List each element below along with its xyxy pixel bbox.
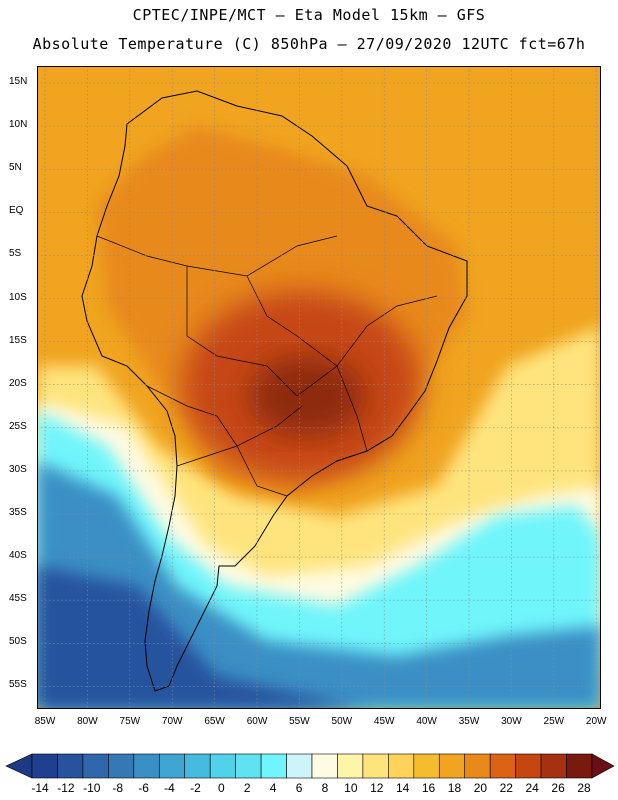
colorbar-swatch bbox=[362, 753, 389, 779]
colorbar-swatch bbox=[413, 753, 440, 779]
colorbar-swatch bbox=[57, 753, 84, 779]
colorbar-swatch bbox=[438, 753, 466, 779]
colorbar-tick-label: -8 bbox=[112, 781, 124, 795]
colorbar-swatch bbox=[489, 753, 516, 779]
colorbar-swatch bbox=[540, 753, 567, 779]
colorbar-swatch bbox=[108, 753, 135, 779]
colorbar-tick-label: -10 bbox=[83, 781, 101, 795]
colorbar-swatch bbox=[311, 753, 338, 779]
hottest-core-region bbox=[249, 356, 365, 436]
longitude-label: 75W bbox=[119, 716, 141, 727]
colorbar-swatch bbox=[133, 753, 160, 779]
latitude-label: 5N bbox=[9, 162, 22, 174]
latitude-label: 10N bbox=[9, 119, 28, 131]
colorbar-tick-label: -2 bbox=[190, 781, 201, 795]
colorbar-swatch bbox=[388, 753, 415, 779]
colorbar-tick-label: 10 bbox=[344, 781, 358, 795]
colorbar-swatch bbox=[82, 753, 109, 779]
temperature-band-deep-blue bbox=[37, 566, 367, 709]
longitude-label: 35W bbox=[458, 716, 480, 727]
colorbar-tick-label: -14 bbox=[31, 781, 49, 795]
latitude-label: 15N bbox=[9, 76, 28, 87]
colorbar-high-arrow bbox=[591, 753, 615, 779]
longitude-label: 25W bbox=[543, 716, 565, 727]
colorbar-swatch bbox=[260, 753, 287, 779]
temperature-map bbox=[37, 66, 601, 709]
colorbar-tick-label: 4 bbox=[269, 781, 277, 795]
latitude-label: 10S bbox=[9, 291, 27, 303]
colorbar-tick-label: 8 bbox=[321, 781, 329, 795]
latitude-label: 5S bbox=[9, 248, 22, 260]
colorbar-tick-label: -6 bbox=[138, 781, 149, 795]
colorbar-swatch bbox=[158, 753, 186, 779]
colorbar-swatch bbox=[515, 753, 542, 779]
colorbar-tick-label: 24 bbox=[525, 781, 539, 795]
colorbar-swatch bbox=[209, 753, 236, 779]
longitude-label: 65W bbox=[204, 716, 225, 727]
colorbar-swatch bbox=[31, 753, 58, 779]
colorbar-tick-label: 6 bbox=[295, 781, 303, 795]
colorbar-tick-label: 28 bbox=[577, 781, 591, 795]
latitude-label: 50S bbox=[9, 636, 27, 648]
colorbar-low-arrow bbox=[5, 753, 33, 779]
longitude-label: 60W bbox=[246, 716, 268, 727]
colorbar-tick-label: -12 bbox=[57, 781, 75, 795]
latitude-label: 35S bbox=[9, 507, 27, 518]
colorbar-tick-label: 22 bbox=[499, 781, 513, 795]
latitude-label: 15S bbox=[9, 334, 27, 346]
colorbar-tick-label: 0 bbox=[217, 781, 225, 795]
map-frame bbox=[37, 66, 601, 709]
longitude-label: 40W bbox=[416, 716, 437, 727]
colorbar-tick-label: 18 bbox=[447, 781, 462, 795]
latitude-label: 45S bbox=[9, 593, 27, 605]
longitude-label: 30W bbox=[501, 716, 522, 727]
longitude-label: 45W bbox=[373, 716, 395, 727]
colorbar-tick-label: 14 bbox=[395, 781, 410, 795]
colorbar-swatch bbox=[566, 753, 593, 779]
latitude-label: EQ bbox=[9, 205, 24, 217]
colorbar-swatch bbox=[184, 753, 211, 779]
colorbar-swatch bbox=[235, 753, 262, 779]
colorbar-swatch bbox=[337, 753, 364, 779]
colorbar-tick-label: 20 bbox=[473, 781, 488, 795]
longitude-label: 55W bbox=[289, 716, 310, 727]
colorbar-swatch bbox=[286, 753, 313, 779]
latitude-label: 40S bbox=[9, 550, 27, 562]
colorbar-tick-label: 26 bbox=[551, 781, 565, 795]
latitude-label: 55S bbox=[9, 679, 27, 691]
colorbar-swatch bbox=[464, 753, 491, 779]
latitude-label: 20S bbox=[9, 377, 27, 389]
title-line-2: Absolute Temperature (C) 850hPa – 27/09/… bbox=[32, 35, 586, 53]
colorbar bbox=[5, 753, 615, 779]
lat-lon-grid bbox=[37, 66, 601, 709]
map-canvas bbox=[37, 66, 601, 709]
colorbar-tick-label: 12 bbox=[370, 781, 384, 795]
longitude-label: 70W bbox=[161, 716, 183, 727]
title-line-1: CPTEC/INPE/MCT – Eta Model 15km – GFS bbox=[132, 6, 486, 24]
colorbar-tick-label: 16 bbox=[421, 781, 436, 795]
longitude-label: 20W bbox=[585, 716, 607, 727]
longitude-label: 80W bbox=[77, 716, 98, 727]
colorbar-tick-label: 2 bbox=[243, 781, 251, 795]
longitude-label: 50W bbox=[331, 716, 353, 727]
south-america-coastline bbox=[81, 90, 468, 692]
colorbar-tick-label: -4 bbox=[164, 781, 175, 795]
latitude-label: 25S bbox=[9, 420, 27, 432]
longitude-label: 85W bbox=[34, 716, 56, 727]
latitude-label: 30S bbox=[9, 463, 27, 475]
